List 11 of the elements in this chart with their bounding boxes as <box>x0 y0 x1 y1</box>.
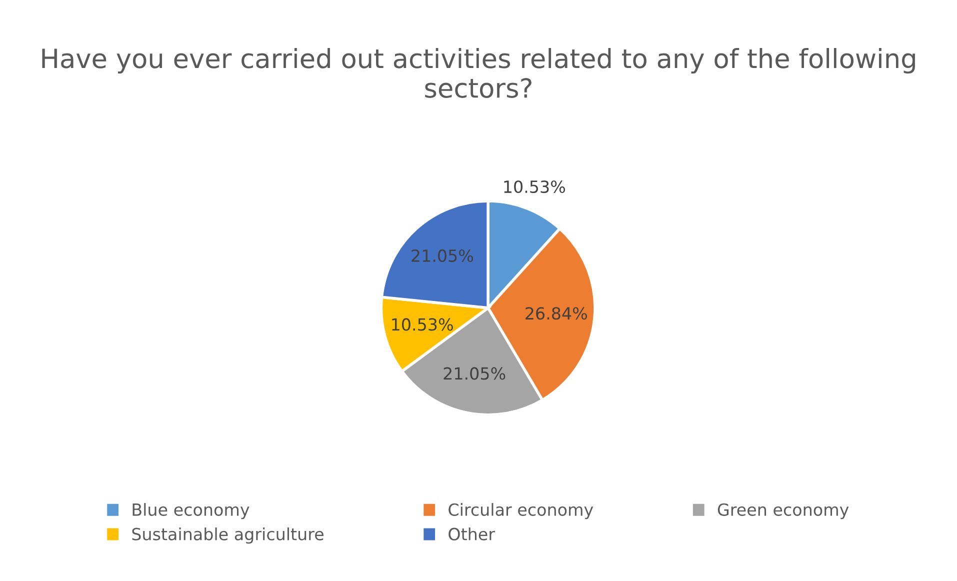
data-label: 10.53% <box>504 180 566 194</box>
legend-label: Sustainable agriculture <box>132 528 324 544</box>
data-label: 26.84% <box>526 307 587 320</box>
data-label: 21.05% <box>444 367 506 380</box>
legend-label: Other <box>448 528 495 540</box>
legend-label: Blue economy <box>132 503 250 520</box>
chart-title: Have you ever carried out activities related to any of the following sectors? <box>42 48 915 98</box>
legend-label: Circular economy <box>448 503 594 520</box>
data-label: 21.05% <box>412 249 474 262</box>
data-label: 10.53% <box>392 318 453 331</box>
legend-label: Green economy <box>718 503 849 520</box>
